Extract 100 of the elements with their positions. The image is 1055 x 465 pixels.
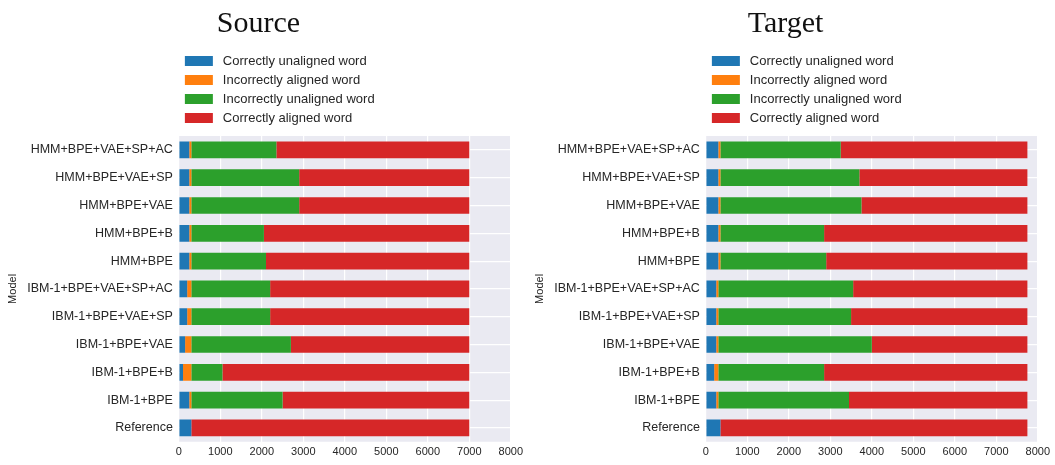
- y-axis-title: Model: [5, 273, 18, 304]
- legend-label: Incorrectly unaligned word: [222, 90, 375, 106]
- y-tick-label: Reference: [642, 420, 700, 435]
- legend-label: Correctly unaligned word: [222, 52, 367, 68]
- bar: [179, 169, 190, 187]
- x-tick-label: 7000: [457, 445, 482, 458]
- bar: [191, 419, 470, 437]
- bar: [179, 280, 188, 298]
- bar: [706, 252, 719, 270]
- legend-label: Correctly aligned word: [222, 109, 353, 125]
- y-tick-label: HMM+BPE+B: [622, 225, 700, 240]
- y-tick-label: IBM-1+BPE+VAE: [602, 336, 700, 351]
- bar: [191, 280, 271, 298]
- bar: [706, 169, 719, 187]
- y-tick-label: IBM-1+BPE+VAE+SP: [51, 309, 173, 324]
- bar: [189, 252, 192, 270]
- bar: [720, 224, 825, 242]
- bar: [706, 419, 721, 437]
- bar: [191, 391, 283, 409]
- x-tick-label: 7000: [984, 445, 1009, 458]
- x-tick-label: 0: [175, 445, 182, 458]
- bar: [191, 336, 291, 353]
- x-tick-label: 8000: [1025, 445, 1051, 458]
- legend-label: Incorrectly unaligned word: [749, 90, 902, 106]
- y-tick-label: IBM-1+BPE: [634, 392, 700, 407]
- bar: [716, 308, 719, 326]
- y-tick-label: HMM+BPE+VAE+SP: [55, 170, 173, 185]
- y-tick-label: IBM-1+BPE+B: [618, 364, 700, 379]
- y-tick-label: Reference: [115, 420, 173, 435]
- x-tick-label: 0: [702, 445, 709, 458]
- bar: [179, 308, 188, 326]
- bar: [706, 363, 715, 381]
- y-tick-label: HMM+BPE+B: [95, 225, 173, 240]
- y-tick-label: HMM+BPE+VAE+SP+AC: [557, 142, 700, 157]
- x-tick-label: 5000: [901, 445, 926, 458]
- bar: [191, 141, 277, 159]
- x-tick-label: 1000: [208, 445, 233, 458]
- bar: [189, 169, 192, 187]
- x-tick-label: 4000: [332, 445, 358, 458]
- bar: [718, 141, 721, 159]
- bar: [853, 280, 1028, 298]
- x-tick-label: 2000: [776, 445, 802, 458]
- bar: [179, 197, 190, 214]
- bar: [263, 224, 470, 242]
- y-axis-title: Model: [532, 273, 545, 304]
- bar: [718, 224, 721, 242]
- bar: [179, 224, 190, 242]
- bar: [720, 252, 827, 270]
- bar: [861, 197, 1028, 214]
- legend-label: Correctly unaligned word: [749, 52, 894, 68]
- x-tick-label: 1000: [735, 445, 760, 458]
- bar: [185, 336, 192, 353]
- x-tick-label: 8000: [498, 445, 524, 458]
- bar: [840, 141, 1028, 159]
- bar: [189, 197, 192, 214]
- bar: [706, 141, 719, 159]
- bar: [299, 197, 470, 214]
- chart-title: Source: [216, 4, 301, 38]
- bar: [718, 363, 825, 381]
- bar: [189, 391, 192, 409]
- bar: [718, 252, 721, 270]
- bar: [859, 169, 1028, 187]
- bar: [716, 336, 719, 353]
- legend-label: Incorrectly aligned word: [749, 71, 888, 87]
- bar: [849, 391, 1028, 409]
- bar: [282, 391, 470, 409]
- x-tick-label: 5000: [374, 445, 399, 458]
- bar: [270, 280, 470, 298]
- bar: [179, 391, 190, 409]
- bar: [191, 224, 264, 242]
- bar: [191, 197, 300, 214]
- bar: [706, 336, 717, 353]
- bar: [824, 363, 1028, 381]
- y-tick-label: IBM-1+BPE: [107, 392, 173, 407]
- bar: [871, 336, 1028, 353]
- bar: [183, 363, 192, 381]
- bar: [718, 280, 854, 298]
- bar: [720, 197, 862, 214]
- bar: [179, 419, 192, 437]
- bar: [189, 224, 192, 242]
- bar: [720, 169, 860, 187]
- bar: [706, 280, 717, 298]
- bar: [720, 141, 841, 159]
- bar: [714, 363, 719, 381]
- bar: [191, 308, 271, 326]
- bar: [824, 224, 1028, 242]
- chart-title: Target: [747, 4, 824, 38]
- bar: [706, 391, 717, 409]
- y-tick-label: HMM+BPE: [110, 253, 173, 268]
- bar: [191, 252, 266, 270]
- bar: [706, 308, 717, 326]
- bar: [706, 224, 719, 242]
- y-tick-label: IBM-1+BPE+VAE+SP: [578, 309, 700, 324]
- bar: [265, 252, 470, 270]
- y-tick-label: HMM+BPE: [637, 253, 700, 268]
- y-tick-label: HMM+BPE+VAE+SP: [582, 170, 700, 185]
- bar: [191, 363, 223, 381]
- bar: [718, 169, 721, 187]
- bar: [191, 169, 300, 187]
- bar: [716, 391, 719, 409]
